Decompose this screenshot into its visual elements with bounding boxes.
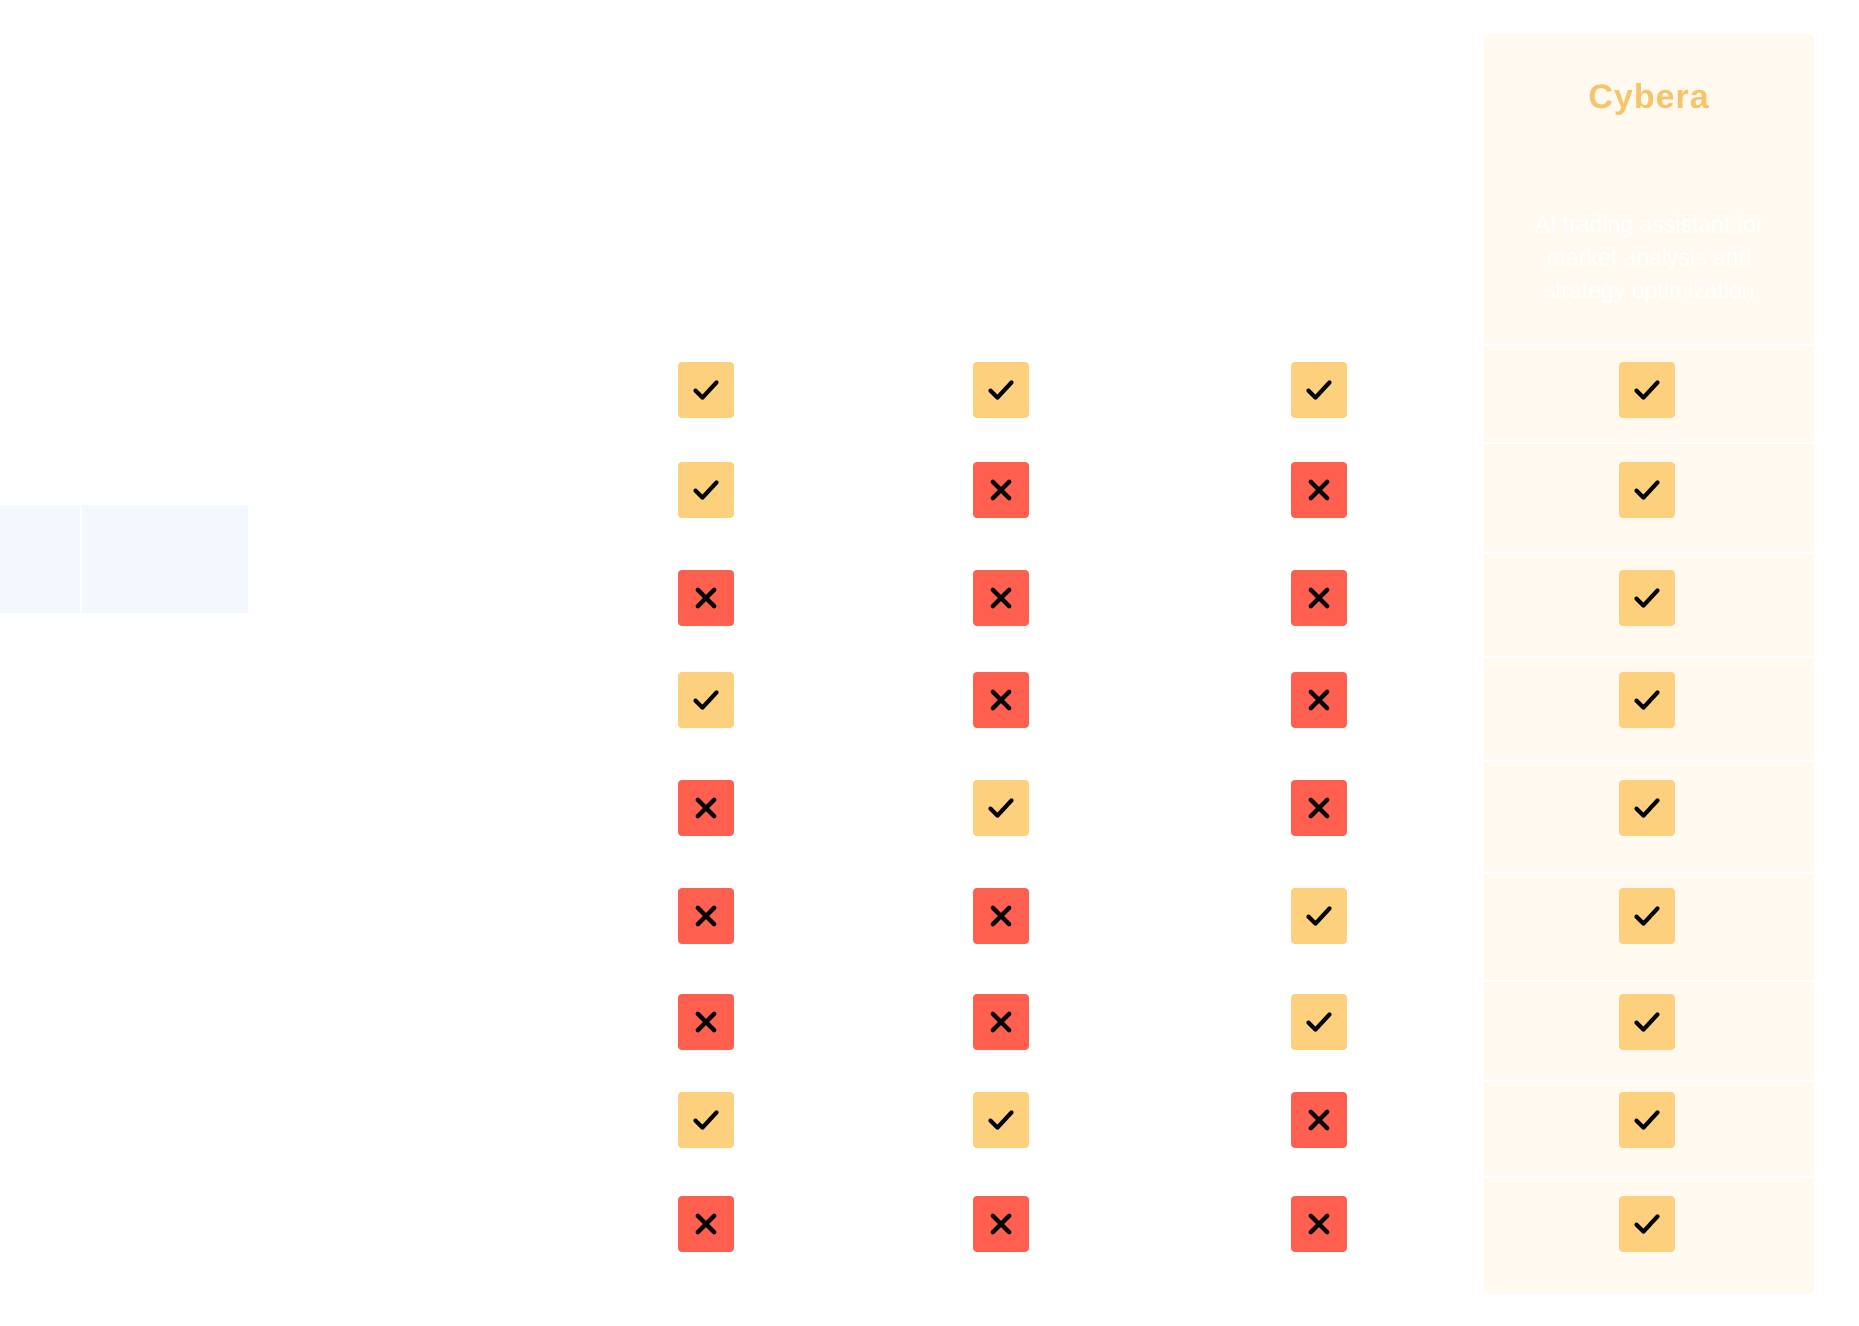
cross-cell <box>1291 462 1347 518</box>
check-icon <box>1633 902 1661 930</box>
cross-cell <box>973 888 1029 944</box>
row-separator <box>1484 1176 1814 1178</box>
row-separator <box>1484 872 1814 874</box>
check-icon <box>692 686 720 714</box>
cross-icon <box>987 584 1015 612</box>
cross-icon <box>692 902 720 930</box>
cross-cell <box>678 994 734 1050</box>
check-icon <box>1305 376 1333 404</box>
check-cell <box>1619 462 1675 518</box>
row-separator <box>1484 442 1814 444</box>
cross-icon <box>987 1210 1015 1238</box>
check-cell <box>1619 1196 1675 1252</box>
cross-cell <box>973 994 1029 1050</box>
cross-cell <box>1291 570 1347 626</box>
cross-icon <box>987 902 1015 930</box>
column-description-cybera: AI trading assistant for market analysis… <box>1534 211 1764 303</box>
check-cell <box>1619 672 1675 728</box>
cross-icon <box>692 794 720 822</box>
check-icon <box>1633 794 1661 822</box>
check-icon <box>1633 1008 1661 1036</box>
cross-cell <box>973 1196 1029 1252</box>
selection-strip <box>0 505 248 613</box>
cross-cell <box>1291 672 1347 728</box>
cross-icon <box>1305 476 1333 504</box>
check-cell <box>1619 570 1675 626</box>
cross-icon <box>1305 794 1333 822</box>
cross-icon <box>1305 1106 1333 1134</box>
cross-icon <box>1305 1210 1333 1238</box>
cybera-column-highlight <box>1484 34 1814 1294</box>
cross-cell <box>1291 1092 1347 1148</box>
check-cell <box>1619 888 1675 944</box>
cross-icon <box>1305 686 1333 714</box>
cross-icon <box>692 584 720 612</box>
check-cell <box>973 1092 1029 1148</box>
check-icon <box>1633 584 1661 612</box>
check-cell <box>973 780 1029 836</box>
check-cell <box>973 362 1029 418</box>
check-cell <box>1619 362 1675 418</box>
check-cell <box>1291 362 1347 418</box>
check-icon <box>987 794 1015 822</box>
check-icon <box>1633 476 1661 504</box>
check-icon <box>1633 686 1661 714</box>
row-separator <box>1484 980 1814 982</box>
check-icon <box>1633 1210 1661 1238</box>
check-icon <box>1633 1106 1661 1134</box>
check-icon <box>1305 1008 1333 1036</box>
check-icon <box>1633 376 1661 404</box>
check-cell <box>678 1092 734 1148</box>
check-icon <box>692 376 720 404</box>
cross-cell <box>973 672 1029 728</box>
check-icon <box>692 476 720 504</box>
cross-cell <box>678 780 734 836</box>
strip-divider <box>80 505 82 613</box>
cross-cell <box>973 462 1029 518</box>
cross-cell <box>678 570 734 626</box>
row-separator <box>1484 344 1814 346</box>
cross-icon <box>987 686 1015 714</box>
check-cell <box>1619 780 1675 836</box>
cross-icon <box>987 476 1015 504</box>
check-icon <box>987 1106 1015 1134</box>
check-cell <box>1619 1092 1675 1148</box>
cross-icon <box>692 1210 720 1238</box>
row-separator <box>1484 1080 1814 1082</box>
cross-cell <box>678 1196 734 1252</box>
cross-cell <box>678 888 734 944</box>
cross-cell <box>1291 780 1347 836</box>
cross-cell <box>1291 1196 1347 1252</box>
check-cell <box>1619 994 1675 1050</box>
column-header-cybera: Cybera <box>1588 78 1710 116</box>
cross-icon <box>692 1008 720 1036</box>
check-icon <box>1305 902 1333 930</box>
cross-icon <box>987 1008 1015 1036</box>
cross-cell <box>973 570 1029 626</box>
check-cell <box>1291 888 1347 944</box>
check-cell <box>678 672 734 728</box>
cross-icon <box>1305 584 1333 612</box>
check-icon <box>692 1106 720 1134</box>
check-cell <box>1291 994 1347 1050</box>
row-separator <box>1484 552 1814 554</box>
check-icon <box>987 376 1015 404</box>
row-separator <box>1484 760 1814 762</box>
check-cell <box>678 362 734 418</box>
row-separator <box>1484 656 1814 658</box>
check-cell <box>678 462 734 518</box>
